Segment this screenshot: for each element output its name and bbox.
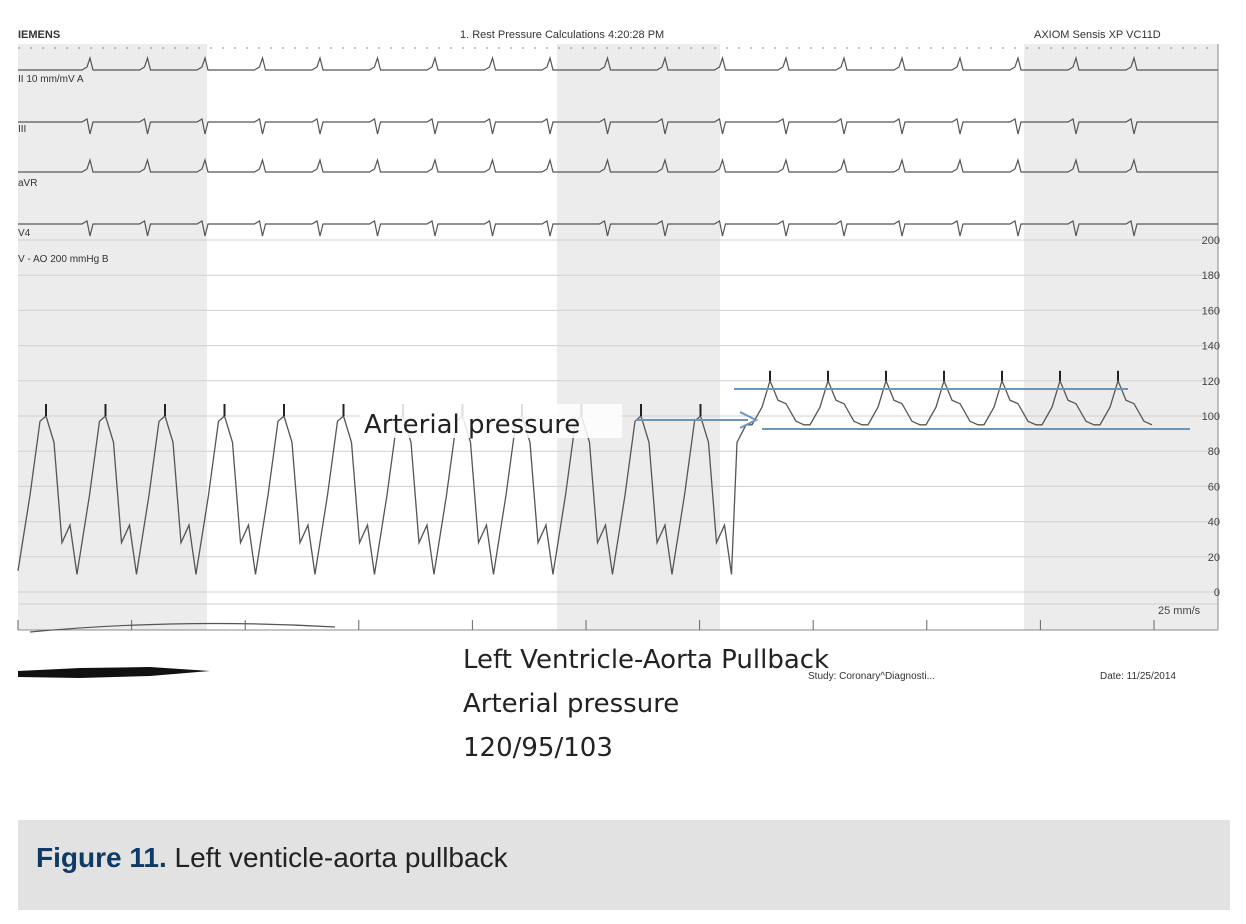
ecg-traces bbox=[18, 55, 1218, 237]
ytick-0: 0 bbox=[1214, 587, 1220, 599]
shaded-band bbox=[18, 44, 207, 630]
pressure-trace bbox=[17, 378, 1153, 575]
ytick-140: 140 bbox=[1202, 341, 1220, 353]
ytick-40: 40 bbox=[1208, 517, 1220, 529]
ytick-200: 200 bbox=[1202, 235, 1220, 247]
arrow-label-backdrop bbox=[360, 404, 622, 438]
ytick-120: 120 bbox=[1202, 376, 1220, 388]
figure-number: Figure 11. bbox=[36, 842, 167, 873]
date-label: Date: 11/25/2014 bbox=[1100, 671, 1176, 682]
ytick-60: 60 bbox=[1208, 481, 1220, 493]
system-label: AXIOM Sensis XP VC11D bbox=[1034, 29, 1161, 41]
figure-caption-text: Left venticle-aorta pullback bbox=[166, 842, 508, 873]
pullback-title: Left Ventricle-Aorta Pullback bbox=[463, 645, 829, 675]
ytick-20: 20 bbox=[1208, 552, 1220, 564]
ecg-lead-trace-1 bbox=[18, 55, 1218, 71]
ecg-lead-trace-4 bbox=[18, 220, 1218, 237]
vendor-label: IEMENS bbox=[18, 29, 60, 41]
ecg-lead-trace-3 bbox=[18, 157, 1218, 173]
ytick-160: 160 bbox=[1202, 305, 1220, 317]
paper-speed-label: 25 mm/s bbox=[1158, 605, 1201, 617]
baseline-curve bbox=[29, 622, 336, 633]
pullback-subtitle: Arterial pressure bbox=[463, 689, 679, 719]
figure-caption-box: Figure 11. Left venticle-aorta pullback bbox=[18, 820, 1230, 910]
arterial-pressure-arrow-label: Arterial pressure bbox=[364, 410, 580, 440]
pressure-recording-strip: IEMENS 1. Rest Pressure Calculations 4:2… bbox=[17, 29, 1220, 763]
study-label: Study: Coronary^Diagnosti... bbox=[808, 671, 935, 682]
grid-lines bbox=[17, 44, 1219, 631]
ytick-180: 180 bbox=[1202, 270, 1220, 282]
shaded-band bbox=[1024, 44, 1218, 630]
arrow-head bbox=[739, 411, 759, 429]
figure-caption: Figure 11. Left venticle-aorta pullback bbox=[36, 842, 508, 874]
redaction-mark bbox=[18, 667, 210, 678]
lead-iii-label: III bbox=[18, 124, 26, 135]
ecg-lead-trace-2 bbox=[18, 118, 1218, 135]
ytick-100: 100 bbox=[1202, 411, 1220, 423]
ytick-80: 80 bbox=[1208, 446, 1220, 458]
lead-v4-label: V4 bbox=[18, 228, 31, 239]
shaded-bands bbox=[18, 44, 1218, 630]
lead-ii-label: II 10 mm/mV A bbox=[18, 74, 84, 85]
recording-title: 1. Rest Pressure Calculations 4:20:28 PM bbox=[460, 29, 664, 41]
shaded-band bbox=[557, 44, 720, 630]
pressure-values: 120/95/103 bbox=[463, 733, 613, 763]
pressure-channel-label: V - AO 200 mmHg B bbox=[18, 254, 109, 265]
lead-avr-label: aVR bbox=[18, 178, 37, 189]
